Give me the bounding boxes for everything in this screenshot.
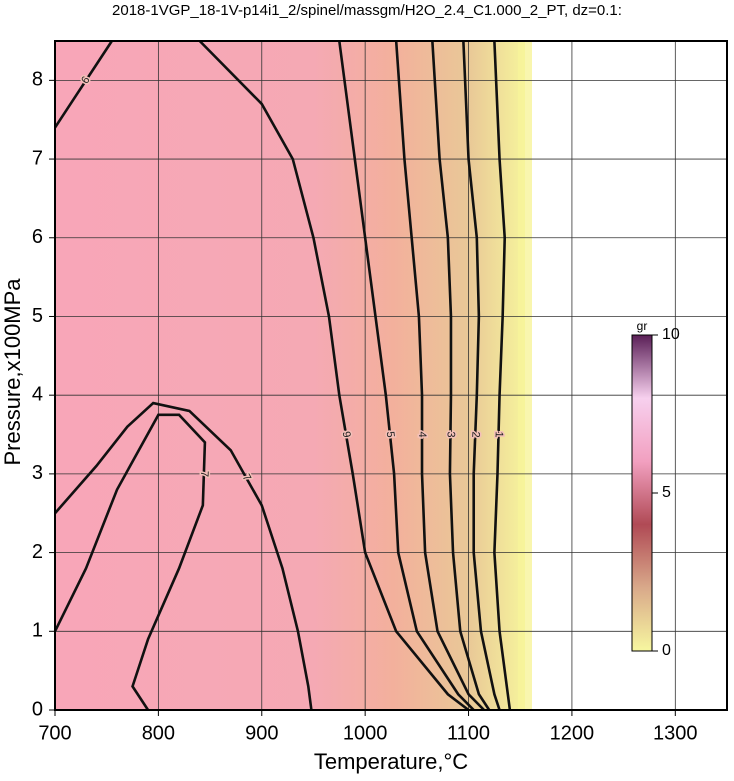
colorbar-tick-label: 5 [662,484,671,501]
contour-label: 4 [416,431,428,437]
contour-line [53,413,207,711]
y-axis-title: Pressure,x100MPa [0,278,25,466]
y-tick-label: 5 [32,305,43,327]
x-tick-label: 1200 [550,722,595,744]
contour-label: 9 [340,430,353,438]
y-tick-label: 2 [32,541,43,563]
contour-label: 5 [384,431,397,438]
colorbar-label: gr [637,319,648,333]
frame [54,40,728,711]
y-tick-label: 0 [32,698,43,720]
x-axis-title: Temperature,°C [314,749,468,774]
contour-label: 1 [493,431,505,437]
contour-line [53,40,113,129]
colorbar-tick-label: 0 [662,642,671,659]
x-tick-label: 800 [142,722,175,744]
x-tick-label: 900 [245,722,278,744]
x-tick-label: 1300 [653,722,698,744]
colorbar-tick-label: 10 [662,326,680,343]
x-tick-label: 700 [38,722,71,744]
contour-label: 2 [469,431,481,438]
contour-line [54,401,313,711]
colorbar [631,334,653,652]
y-tick-label: 3 [32,462,43,484]
y-tick-label: 7 [32,147,43,169]
chart-title: 2018-1VGP_18-1V-p14i1_2/spinel/massgm/H2… [112,2,622,19]
contour-line [338,40,475,711]
y-tick-label: 4 [32,383,43,405]
y-tick-label: 6 [32,226,43,248]
contour-line [493,40,512,711]
y-tick-label: 1 [32,620,43,642]
x-tick-label: 1000 [343,722,388,744]
y-tick-label: 8 [32,69,43,91]
x-tick-label: 1100 [447,722,490,744]
contour-label: 3 [445,431,457,437]
contour-label: 7 [198,471,210,478]
contour-line [394,40,485,711]
contour-line [198,40,470,712]
field-edge [518,41,532,710]
field-fill [55,41,525,710]
contour-line [431,40,491,711]
contour-line [462,40,501,711]
